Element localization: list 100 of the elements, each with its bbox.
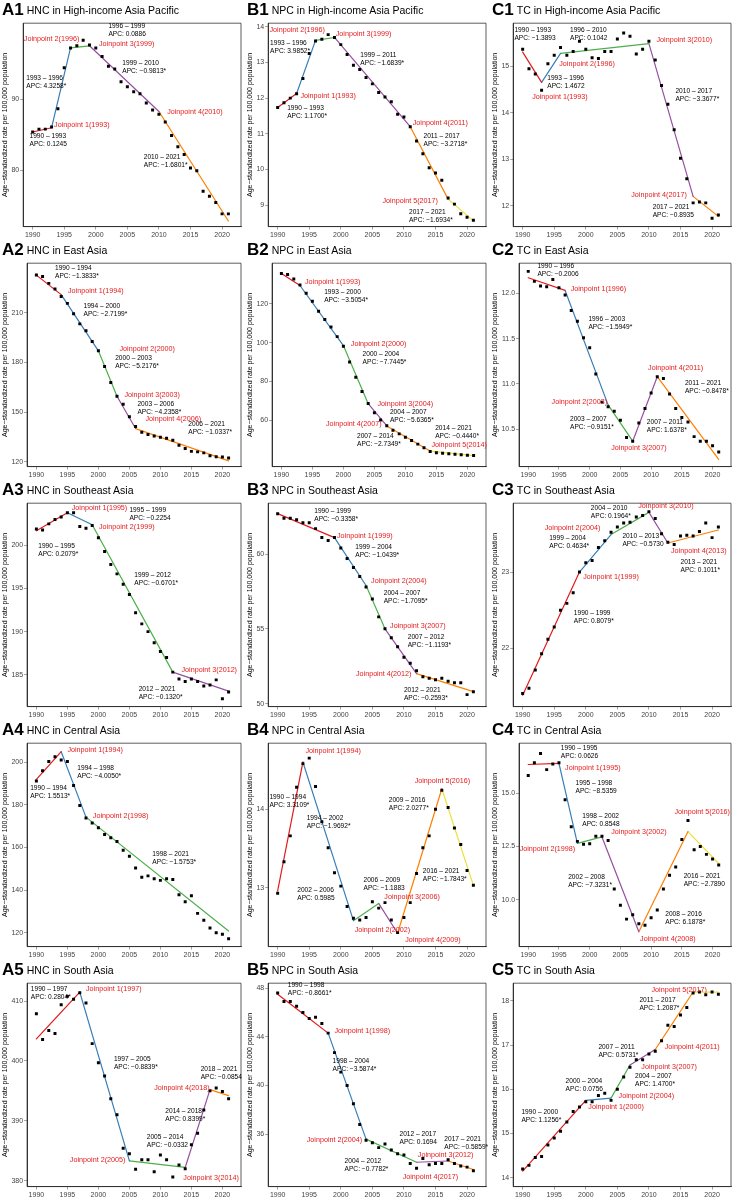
point [364, 916, 368, 920]
point [471, 690, 475, 694]
point [421, 675, 425, 679]
point [100, 54, 104, 58]
point [34, 1012, 38, 1016]
point [415, 669, 419, 673]
point [459, 681, 463, 685]
point [47, 760, 51, 763]
point [47, 281, 51, 285]
point [132, 90, 136, 94]
point [189, 166, 192, 170]
point [471, 218, 475, 222]
point [559, 1129, 563, 1133]
point [459, 453, 463, 457]
point [612, 409, 616, 413]
point [288, 516, 292, 520]
point [540, 652, 544, 656]
point [661, 377, 665, 381]
point [320, 1021, 324, 1025]
text: B5 [247, 959, 269, 979]
text: B2 [247, 239, 269, 259]
chart-title: NPC in High-income Asia Pacific [271, 3, 424, 16]
point [452, 681, 456, 685]
point [416, 442, 420, 446]
point [47, 1028, 51, 1032]
point [434, 171, 437, 175]
point [171, 878, 175, 881]
point [377, 90, 381, 94]
point [370, 82, 374, 86]
point [121, 582, 125, 586]
point [625, 917, 629, 921]
point [53, 755, 57, 759]
text: C2 [492, 239, 514, 259]
point [53, 1031, 57, 1035]
point [140, 875, 144, 879]
point [182, 153, 186, 157]
text: B3 [247, 479, 269, 499]
point [440, 676, 444, 680]
point [389, 918, 393, 922]
point [527, 686, 531, 690]
point [421, 846, 425, 850]
point [551, 762, 555, 766]
point [396, 112, 400, 116]
point [634, 515, 638, 519]
point [649, 391, 653, 395]
point [666, 102, 670, 106]
point [465, 868, 469, 872]
point [609, 50, 613, 54]
point [358, 68, 362, 72]
point [557, 286, 561, 290]
point [711, 444, 715, 448]
point [471, 883, 475, 887]
point [582, 842, 586, 846]
point [282, 999, 286, 1003]
point [588, 346, 592, 350]
point [121, 402, 125, 406]
point [716, 525, 720, 529]
point [364, 585, 368, 589]
point [427, 166, 431, 170]
point [697, 200, 701, 204]
point [317, 309, 321, 313]
point [584, 47, 588, 51]
point [286, 272, 290, 276]
point [397, 432, 401, 436]
point [717, 863, 721, 867]
point [710, 990, 714, 994]
point [527, 67, 531, 71]
point [532, 761, 536, 765]
point [314, 784, 318, 788]
point [697, 530, 701, 533]
point [282, 860, 286, 864]
point [72, 784, 76, 788]
point [452, 202, 456, 206]
point [65, 301, 69, 305]
point [127, 1152, 131, 1156]
point [276, 891, 280, 895]
point [452, 826, 456, 830]
point [370, 597, 374, 601]
point [90, 821, 94, 825]
point [660, 1039, 664, 1043]
point [596, 546, 600, 550]
point [43, 127, 47, 131]
point [459, 843, 463, 846]
point [540, 1155, 544, 1159]
point [158, 878, 162, 882]
point [612, 887, 616, 891]
point [637, 922, 641, 926]
point [41, 274, 45, 278]
point [202, 1108, 206, 1112]
point [575, 839, 579, 843]
point [603, 539, 607, 543]
point [87, 43, 91, 47]
point [341, 344, 345, 348]
point [552, 1136, 556, 1140]
point [434, 807, 437, 811]
point [634, 1058, 638, 1062]
point [339, 43, 343, 47]
point [72, 997, 76, 1001]
point [196, 911, 200, 915]
point [140, 622, 144, 626]
